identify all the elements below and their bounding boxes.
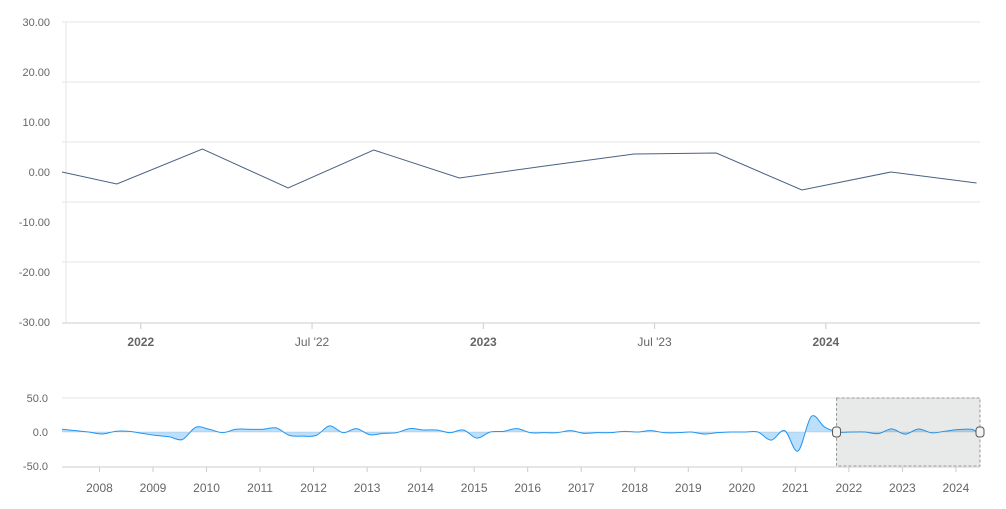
nav-x-tick-label: 2008 bbox=[86, 481, 113, 495]
navigator-handle-right[interactable] bbox=[975, 426, 985, 438]
x-tick-label: Jul '23 bbox=[637, 335, 672, 349]
nav-y-tick-label: 50.0 bbox=[27, 393, 48, 405]
y-tick-label: 0.00 bbox=[29, 167, 50, 179]
x-tick-label: 2022 bbox=[127, 335, 154, 349]
series-line bbox=[61, 148, 977, 191]
nav-x-tick-label: 2019 bbox=[675, 481, 702, 495]
nav-x-tick-label: 2021 bbox=[782, 481, 809, 495]
nav-area bbox=[62, 415, 981, 452]
y-tick-label: 20.00 bbox=[22, 67, 50, 79]
nav-x-tick-label: 2011 bbox=[247, 481, 273, 495]
navigator-handle-left[interactable] bbox=[832, 426, 842, 438]
nav-x-tick-label: 2022 bbox=[836, 481, 863, 495]
x-tick-label: 2024 bbox=[813, 335, 840, 349]
nav-x-tick-label: 2009 bbox=[140, 481, 167, 495]
navigator-selection[interactable] bbox=[836, 397, 981, 467]
x-tick-label: Jul '22 bbox=[295, 335, 330, 349]
nav-x-tick-label: 2014 bbox=[407, 481, 434, 495]
y-tick-label: -20.00 bbox=[19, 267, 50, 279]
nav-x-tick-label: 2013 bbox=[354, 481, 381, 495]
y-tick-label: -30.00 bbox=[19, 317, 50, 329]
nav-x-tick-label: 2017 bbox=[568, 481, 595, 495]
nav-line bbox=[61, 415, 982, 452]
nav-y-tick-label: 0.0 bbox=[33, 427, 48, 439]
nav-x-tick-label: 2012 bbox=[300, 481, 327, 495]
nav-x-tick-label: 2023 bbox=[889, 481, 916, 495]
nav-x-tick-label: 2016 bbox=[514, 481, 541, 495]
nav-x-tick-label: 2010 bbox=[193, 481, 220, 495]
nav-x-tick-label: 2024 bbox=[943, 481, 970, 495]
nav-y-tick-label: -50.0 bbox=[23, 461, 48, 473]
nav-x-tick-label: 2015 bbox=[461, 481, 488, 495]
y-tick-label: 30.00 bbox=[22, 17, 50, 29]
nav-x-tick-label: 2018 bbox=[621, 481, 648, 495]
y-tick-label: 10.00 bbox=[22, 117, 50, 129]
nav-x-tick-label: 2020 bbox=[728, 481, 755, 495]
y-tick-label: -10.00 bbox=[19, 217, 50, 229]
x-tick-label: 2023 bbox=[470, 335, 497, 349]
